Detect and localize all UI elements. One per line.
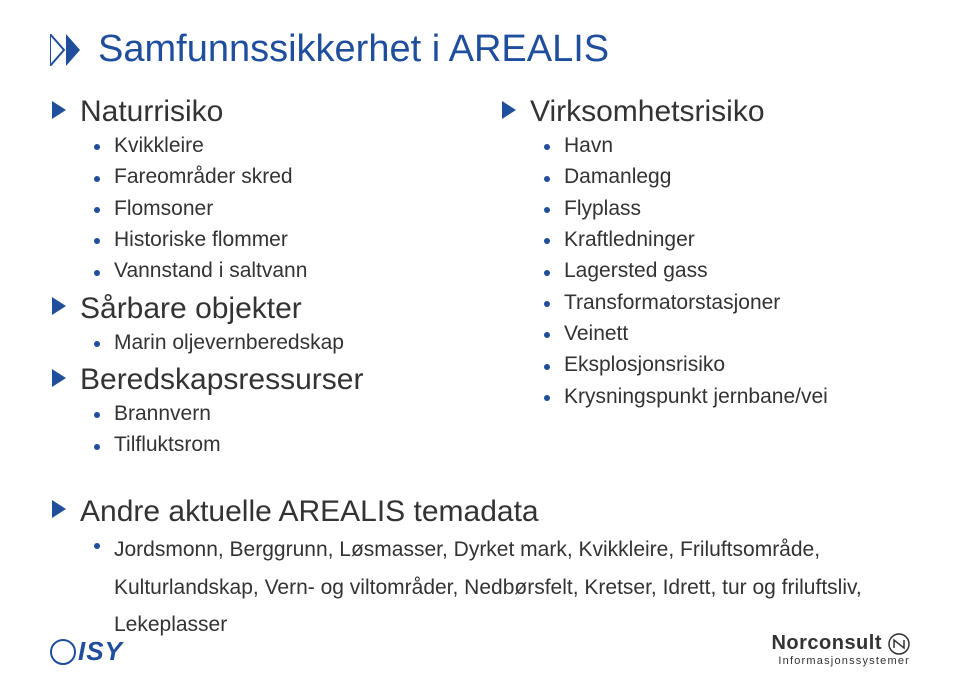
list-item: Marin oljevernberedskap (94, 329, 460, 357)
left-column: Naturrisiko Kvikkleire Fareområder skred… (50, 89, 460, 463)
list-item: Flomsoner (94, 195, 460, 223)
bullet-icon (94, 270, 100, 276)
list-item: Krysningspunkt jernbane/vei (544, 383, 910, 411)
bullet-icon (544, 332, 550, 338)
sub-list: Brannvern Tilfluktsrom (94, 400, 460, 460)
norconsult-mark-icon (888, 633, 910, 655)
sub-list: Havn Damanlegg Flyplass Kraftledninger L… (544, 132, 910, 411)
heading-text: Naturrisiko (80, 95, 223, 129)
bullet-icon (544, 301, 550, 307)
bullet-icon (544, 176, 550, 182)
heading-text: Virksomhetsrisiko (530, 95, 765, 129)
bullet-icon (544, 207, 550, 213)
arrow-icon (500, 99, 530, 126)
isy-text: ISY (78, 636, 123, 667)
sub-list: Kvikkleire Fareområder skred Flomsoner H… (94, 132, 460, 286)
heading-virksomhet: Virksomhetsrisiko (500, 95, 910, 129)
list-item: Tilfluktsrom (94, 431, 460, 459)
list-item: Eksplosjonsrisiko (544, 351, 910, 379)
list-item: Brannvern (94, 400, 460, 428)
paragraph-text: Jordsmonn, Berggrunn, Løsmasser, Dyrket … (114, 531, 910, 644)
bullet-icon (94, 412, 100, 418)
sub-list: Marin oljevernberedskap (94, 329, 460, 357)
heading-text: Sårbare objekter (80, 292, 302, 326)
bullet-icon (544, 144, 550, 150)
bullet-icon (94, 207, 100, 213)
right-column: Virksomhetsrisiko Havn Damanlegg Flyplas… (500, 89, 910, 463)
double-arrow-icon (50, 34, 88, 66)
bullet-icon (94, 144, 100, 150)
heading-text: Beredskapsressurser (80, 363, 363, 397)
norconsult-sub: Informasjonssystemer (771, 655, 910, 667)
heading-beredskap: Beredskapsressurser (50, 363, 460, 397)
list-item: Havn (544, 132, 910, 160)
list-item: Transformatorstasjoner (544, 289, 910, 317)
list-item: Veinett (544, 320, 910, 348)
arrow-icon (50, 295, 80, 322)
heading-andre: Andre aktuelle AREALIS temadata (50, 495, 910, 529)
content-columns: Naturrisiko Kvikkleire Fareområder skred… (50, 89, 910, 463)
title-row: Samfunnssikkerhet i AREALIS (50, 28, 910, 71)
footer: ISY Norconsult Informasjonssystemer (50, 632, 910, 667)
bullet-icon (544, 238, 550, 244)
arrow-icon (50, 367, 80, 394)
bullet-icon (94, 444, 100, 450)
list-item: Fareområder skred (94, 163, 460, 191)
bottom-section: Andre aktuelle AREALIS temadata Jordsmon… (50, 495, 910, 644)
bullet-icon (544, 364, 550, 370)
arrow-icon (50, 498, 80, 525)
bullet-icon (544, 270, 550, 276)
list-item: Lagersted gass (544, 257, 910, 285)
bullet-icon (94, 238, 100, 244)
list-item: Flyplass (544, 195, 910, 223)
isy-circle-icon (50, 639, 76, 665)
list-item: Kraftledninger (544, 226, 910, 254)
bullet-icon (94, 176, 100, 182)
list-item: Kvikkleire (94, 132, 460, 160)
heading-sarbare: Sårbare objekter (50, 292, 460, 326)
page-title: Samfunnssikkerhet i AREALIS (98, 28, 609, 71)
list-item: Vannstand i saltvann (94, 257, 460, 285)
bullet-icon (544, 395, 550, 401)
paragraph-item: Jordsmonn, Berggrunn, Løsmasser, Dyrket … (94, 531, 910, 644)
heading-text: Andre aktuelle AREALIS temadata (80, 495, 539, 529)
paragraph-wrap: Jordsmonn, Berggrunn, Løsmasser, Dyrket … (94, 531, 910, 644)
arrow-icon (50, 99, 80, 126)
bullet-icon (94, 341, 100, 347)
list-item: Damanlegg (544, 163, 910, 191)
norconsult-logo: Norconsult Informasjonssystemer (771, 632, 910, 667)
isy-logo: ISY (50, 636, 123, 667)
list-item: Historiske flommer (94, 226, 460, 254)
norconsult-name: Norconsult (771, 632, 882, 655)
heading-naturrisiko: Naturrisiko (50, 95, 460, 129)
slide: Samfunnssikkerhet i AREALIS Naturrisiko … (0, 0, 960, 687)
bullet-icon (94, 543, 100, 549)
